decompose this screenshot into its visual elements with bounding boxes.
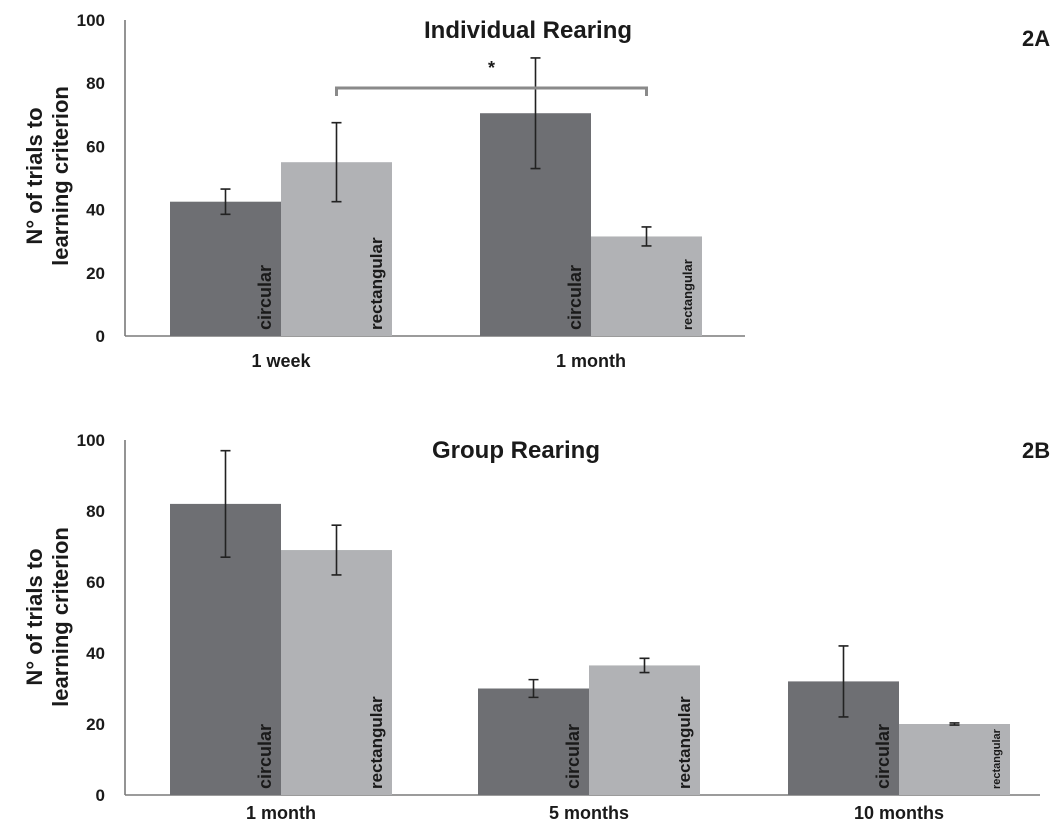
- panel-b-error-bar: [639, 657, 650, 674]
- panel-b-category-label: 1 month: [246, 803, 316, 823]
- panel-b-bar-label-circular: circular: [563, 724, 583, 789]
- panel-a-ytick-label: 20: [86, 264, 105, 283]
- panel-b-bar-rectangular: [281, 550, 392, 795]
- panel-a-bar-label-rectangular: rectangular: [680, 259, 695, 330]
- panel-a-ytick-label: 100: [77, 11, 105, 30]
- panel-a-ylabel-line2: learning criterion: [48, 86, 73, 266]
- panel-a-ytick-label: 0: [96, 327, 105, 346]
- panel-a-ytick-label: 40: [86, 201, 105, 220]
- panel-a-bar-label-rectangular: rectangular: [367, 237, 386, 330]
- panel-b-error-bar: [331, 524, 342, 576]
- panel-a-significance-bracket: [335, 86, 648, 96]
- panel-a-bar-circular: [170, 201, 281, 336]
- panel-a-bar-rectangular: [591, 236, 702, 336]
- panel-a-category-label: 1 month: [556, 351, 626, 371]
- panel-b-bar-label-circular: circular: [873, 724, 893, 789]
- panel-a-title: Individual Rearing: [424, 17, 632, 44]
- panel-a-error-bar: [641, 226, 652, 247]
- panel-b-marks: 0 20 40 60 80 100 circular rectangular 1 month ci…: [77, 431, 1040, 823]
- panel-a-ytick-label: 80: [86, 74, 105, 93]
- panel-b-bar-rectangular: [899, 724, 1010, 795]
- panel-b-bar-circular: [478, 688, 589, 795]
- panel-b-bar-rectangular: [589, 665, 700, 795]
- panel-b-tag: 2B: [1022, 438, 1050, 463]
- panel-b-ylabel-line1: N° of trials to: [22, 548, 47, 685]
- panel-b-category-label: 5 months: [549, 803, 629, 823]
- panel-a-error-bar: [331, 121, 342, 203]
- panel-a-ytick-label: 60: [86, 137, 105, 156]
- panel-b-error-bar: [838, 645, 849, 718]
- panel-a-tag: 2A: [1022, 26, 1050, 51]
- panel-b-bar-label-rectangular: rectangular: [367, 696, 386, 789]
- panel-b-bar-label-rectangular: rectangular: [991, 728, 1003, 789]
- panel-a-error-bar: [530, 57, 541, 170]
- panel-b-ytick-label: 80: [86, 502, 105, 521]
- panel-b-category-label: 10 months: [854, 803, 944, 823]
- panel-b-bar-label-circular: circular: [255, 724, 275, 789]
- panel-a-marks: 0 20 40 60 80 100 circular rectangular 1 week cir…: [77, 11, 745, 371]
- panel-b-bar-label-rectangular: rectangular: [675, 696, 694, 789]
- panel-a-error-bar: [220, 188, 231, 216]
- panel-a-bar-label-circular: circular: [565, 265, 585, 330]
- panel-a-bar-label-circular: circular: [255, 265, 275, 330]
- panel-b-ytick-label: 100: [77, 431, 105, 450]
- panel-b-ytick-label: 60: [86, 573, 105, 592]
- panel-b: Group Rearing 2B N° of trials to learnin…: [22, 431, 1050, 823]
- panel-b-ytick-label: 0: [96, 786, 105, 805]
- panel-b-ylabel-line2: learning criterion: [48, 527, 73, 707]
- panel-b-error-bar: [949, 722, 960, 726]
- panel-b-ytick-label: 20: [86, 715, 105, 734]
- panel-b-error-bar: [528, 678, 539, 699]
- panel-a-category-label: 1 week: [251, 351, 311, 371]
- panel-a-significance-star: *: [488, 58, 495, 78]
- panel-a-ylabel-line1: N° of trials to: [22, 107, 47, 244]
- panel-b-error-bar: [220, 449, 231, 558]
- panel-b-title: Group Rearing: [432, 437, 600, 464]
- panel-a: Individual Rearing 2A N° of trials to le…: [22, 11, 1050, 371]
- panel-b-ytick-label: 40: [86, 644, 105, 663]
